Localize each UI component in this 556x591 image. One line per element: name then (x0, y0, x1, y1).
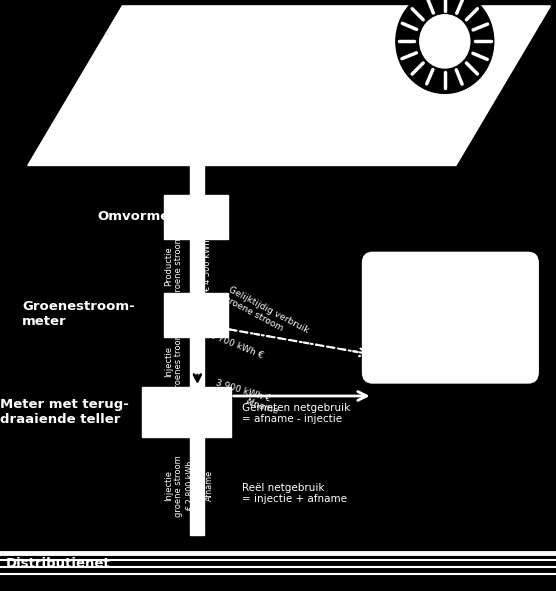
Bar (190, 239, 204, 293)
Text: 3 900 kWh €: 3 900 kWh € (214, 379, 271, 404)
Text: Totale energiebehoefte: Totale energiebehoefte (375, 255, 495, 265)
Text: 3 900 kWh
Afname: 3 900 kWh Afname (195, 465, 214, 507)
Text: € 4 500 kWh: € 4 500 kWh (203, 239, 212, 293)
Bar (190, 337, 204, 387)
Text: Groenestroom-
meter: Groenestroom- meter (22, 300, 135, 329)
Bar (190, 437, 204, 535)
Bar (164, 293, 228, 337)
Text: Omvormer: Omvormer (97, 210, 176, 223)
Text: Distributienet: Distributienet (6, 557, 110, 570)
Text: € 2 800 kWh: € 2 800 kWh (195, 334, 203, 387)
Text: Gemeten netgebruik
= afname - injectie: Gemeten netgebruik = afname - injectie (242, 403, 350, 424)
Text: Meter met terug-
draaiende teller: Meter met terug- draaiende teller (0, 398, 129, 426)
Bar (164, 195, 228, 239)
Text: Injectie
groene stroom: Injectie groene stroom (164, 455, 183, 517)
Text: 1 700 kWh €: 1 700 kWh € (208, 331, 265, 361)
Bar (190, 165, 204, 195)
Text: Reël netgebruik
= injectie + afname: Reël netgebruik = injectie + afname (242, 483, 347, 504)
Polygon shape (28, 6, 550, 165)
Circle shape (396, 0, 494, 93)
Bar (142, 387, 231, 437)
Circle shape (420, 15, 470, 68)
Text: Gelijktijdig verbruik
groene stroom: Gelijktijdig verbruik groene stroom (222, 285, 311, 344)
Text: Afname: Afname (245, 397, 280, 416)
Text: Productie
groene stroom: Productie groene stroom (164, 235, 183, 297)
Text: Injectie
groenes troom: Injectie groenes troom (164, 331, 183, 392)
FancyBboxPatch shape (363, 252, 538, 383)
Text: € 2 800 kWh: € 2 800 kWh (186, 460, 195, 511)
